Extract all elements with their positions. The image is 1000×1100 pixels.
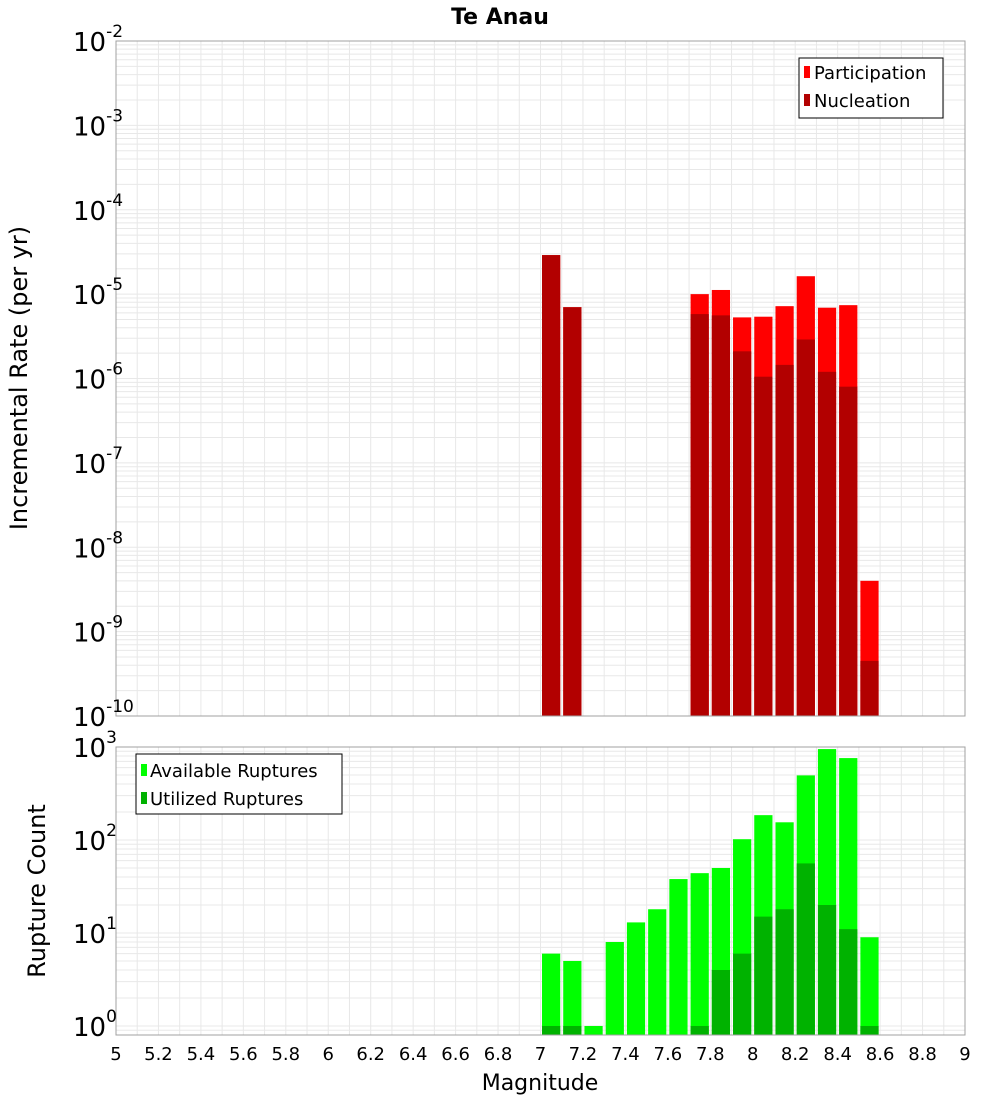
x-tick-label: 5: [110, 1044, 121, 1065]
utilized-legend-swatch: [141, 792, 147, 804]
count-bars: [542, 749, 879, 1035]
x-tick-label: 7.2: [569, 1044, 598, 1065]
nucleation-bar: [860, 660, 879, 716]
utilized-bar: [754, 916, 773, 1035]
available-bar: [690, 873, 709, 1035]
count-y-axis-label: Rupture Count: [23, 804, 51, 978]
nucleation-bar: [542, 255, 561, 716]
utilized-bar: [860, 1025, 879, 1035]
nucleation-bar: [690, 314, 709, 716]
rate-legend-box: [798, 57, 944, 119]
count-y-tick-exponent: 2: [106, 821, 117, 841]
available-bar: [563, 960, 582, 1035]
x-tick-label: 5.6: [229, 1044, 258, 1065]
nucleation-bar: [754, 376, 773, 716]
rate-y-tick-exponent: -9: [106, 613, 123, 633]
x-tick-label: 7.8: [696, 1044, 725, 1065]
rate-y-tick-exponent: -5: [106, 275, 123, 295]
rate-y-tick-exponent: -6: [106, 360, 123, 380]
nucleation-bar: [563, 307, 582, 716]
nucleation-legend-swatch: [804, 94, 810, 106]
rate-y-tick-exponent: -10: [106, 697, 134, 717]
nucleation-bar: [839, 386, 858, 716]
participation-legend-swatch: [804, 66, 810, 78]
rate-bars: [542, 255, 879, 716]
count-y-tick-label: 100: [73, 1007, 117, 1043]
x-tick-label: 7.6: [654, 1044, 683, 1065]
rate-y-axis-label: Incremental Rate (per yr): [5, 226, 33, 530]
utilized-bar: [775, 909, 794, 1035]
x-tick-label: 6.6: [441, 1044, 470, 1065]
rate-legend: Participation Nucleation: [798, 57, 944, 119]
nucleation-bar: [711, 315, 731, 716]
count-y-tick-exponent: 1: [106, 914, 117, 934]
count-y-tick-label: 102: [73, 821, 117, 857]
utilized-bar: [817, 904, 837, 1035]
x-tick-label: 7: [535, 1044, 546, 1065]
x-axis-label: Magnitude: [482, 1071, 599, 1096]
x-tick-label: 8: [747, 1044, 758, 1065]
available-bar: [584, 1025, 603, 1035]
participation-legend-label: Participation: [814, 63, 926, 84]
rate-y-tick-label: 10-10: [73, 697, 134, 733]
count-y-tick-label: 103: [73, 728, 117, 764]
nucleation-bar: [733, 351, 752, 716]
available-legend-swatch: [141, 764, 147, 776]
available-bar: [648, 909, 667, 1035]
utilized-bar: [839, 929, 858, 1035]
available-legend-label: Available Ruptures: [150, 761, 318, 782]
available-bar: [626, 922, 646, 1035]
rate-y-tick-exponent: -7: [106, 444, 123, 464]
nucleation-legend-label: Nucleation: [814, 91, 910, 112]
rate-y-tick-exponent: -8: [106, 528, 123, 548]
rate-y-tick-exponent: -3: [106, 106, 123, 126]
x-tick-label: 7.4: [611, 1044, 640, 1065]
count-y-tick-exponent: 3: [106, 728, 117, 748]
x-tick-label: 5.8: [271, 1044, 300, 1065]
available-bar: [542, 953, 561, 1035]
x-axis-ticks: 5 5.2 5.4 5.6 5.8 6 6.2 6.4 6.6 6.8 7 7.2 7.4 7.6 7.8 8…: [110, 1044, 970, 1065]
available-bar: [605, 942, 624, 1035]
x-tick-label: 6: [323, 1044, 334, 1065]
chart-title: Te Anau: [451, 5, 549, 30]
x-tick-label: 8.4: [823, 1044, 852, 1065]
rate-plot-border: [115, 40, 966, 717]
x-tick-label: 5.4: [187, 1044, 216, 1065]
utilized-bar: [711, 969, 731, 1035]
x-tick-label: 5.2: [144, 1044, 173, 1065]
rate-panel: 10-210-310-410-510-610-710-810-910-10 In…: [5, 22, 966, 733]
x-tick-label: 8.8: [908, 1044, 937, 1065]
nucleation-bar: [796, 339, 815, 716]
available-bar: [860, 937, 879, 1035]
x-tick-label: 6.8: [484, 1044, 513, 1065]
x-tick-label: 8.2: [781, 1044, 810, 1065]
utilized-bar: [796, 863, 815, 1035]
count-y-tick-label: 101: [73, 914, 117, 950]
rate-grid: [116, 41, 965, 716]
available-bar: [669, 879, 688, 1035]
count-legend: Available Ruptures Utilized Ruptures: [135, 753, 343, 815]
utilized-bar: [542, 1025, 561, 1035]
count-plot-border: [115, 746, 966, 1036]
x-tick-label: 6.2: [356, 1044, 385, 1065]
utilized-bar: [563, 1025, 582, 1035]
x-tick-label: 9: [959, 1044, 970, 1065]
x-tick-label: 6.4: [399, 1044, 428, 1065]
utilized-legend-label: Utilized Ruptures: [150, 789, 303, 810]
count-y-tick-exponent: 0: [106, 1007, 117, 1027]
x-tick-label: 8.6: [866, 1044, 895, 1065]
nucleation-bar: [775, 364, 794, 716]
count-legend-box: [135, 753, 343, 815]
nucleation-bar: [817, 371, 837, 716]
rate-y-tick-label: 10-6: [73, 360, 123, 396]
utilized-bar: [733, 953, 752, 1035]
rate-y-tick-exponent: -2: [106, 22, 123, 42]
rate-y-tick-exponent: -4: [106, 191, 123, 211]
utilized-bar: [690, 1025, 709, 1035]
